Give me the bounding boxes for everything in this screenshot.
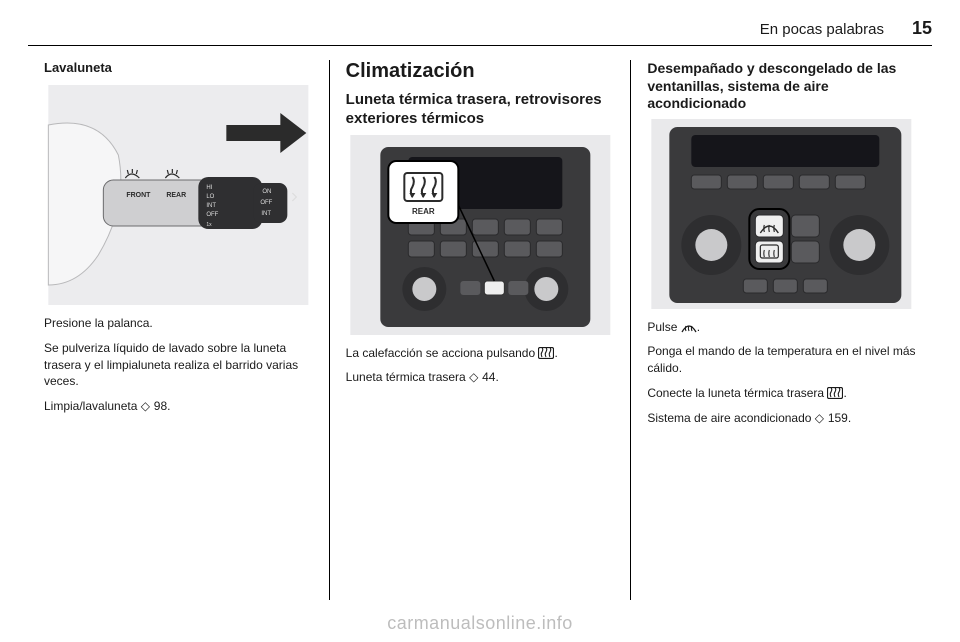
lavaluneta-illustration: FRONT REAR HI LO INT OFF 1x ON OFF INT: [44, 85, 313, 305]
col2-p2: Luneta térmica trasera ◇ 44.: [346, 369, 615, 386]
col1-p2: Se pulveriza líquido de lavado sobre la …: [44, 340, 313, 390]
col-3: Desempañado y descongelado de las ventan…: [630, 60, 932, 600]
label-rear: REAR: [166, 192, 186, 199]
col3-p4: Sistema de aire acondicionado ◇ 159.: [647, 410, 916, 427]
page-number: 15: [912, 18, 932, 39]
label-front: FRONT: [126, 192, 151, 199]
label-1x: 1x: [206, 222, 212, 228]
label-lo: LO: [206, 194, 214, 200]
defrost-ac-illustration: [647, 119, 916, 309]
rear-defrost-illustration: REAR: [346, 135, 615, 335]
ref-arrow-icon: ◇: [141, 399, 154, 413]
columns: Lavaluneta FRONT REAR HI: [28, 60, 932, 600]
label-off2: OFF: [260, 200, 272, 206]
front-defrost-icon: [681, 321, 697, 333]
col3-p1: Pulse .: [647, 319, 916, 336]
col1-heading: Lavaluneta: [44, 60, 313, 75]
label-off: OFF: [206, 212, 218, 218]
col3-p3: Conecte la luneta térmica trasera .: [647, 385, 916, 402]
col2-heading: Climatización: [346, 60, 615, 83]
watermark: carmanualsonline.info: [0, 613, 960, 634]
label-hi: HI: [206, 185, 212, 191]
rear-defrost-icon: [827, 387, 843, 399]
col1-p3: Limpia/lavaluneta ◇ 98.: [44, 398, 313, 415]
label-int2: INT: [261, 211, 271, 217]
ref-arrow-icon: ◇: [815, 411, 828, 425]
label-int: INT: [206, 203, 216, 209]
page-header: En pocas palabras 15: [28, 18, 932, 46]
col3-heading: Desempañado y descongelado de las ventan…: [647, 60, 916, 113]
section-name: En pocas palabras: [760, 21, 884, 38]
col-1: Lavaluneta FRONT REAR HI: [28, 60, 329, 600]
col2-subheading: Luneta térmica trasera, retrovisores ext…: [346, 91, 615, 129]
col3-p2: Ponga el mando de la temperatura en el n…: [647, 343, 916, 377]
ref-arrow-icon: ◇: [469, 370, 482, 384]
rear-label: REAR: [412, 207, 435, 216]
label-on: ON: [262, 189, 271, 195]
col-2: Climatización Luneta térmica trasera, re…: [329, 60, 631, 600]
rear-defrost-icon: [538, 347, 554, 359]
col2-p1: La calefacción se acciona pulsando .: [346, 345, 615, 362]
col1-p1: Presione la palanca.: [44, 315, 313, 332]
